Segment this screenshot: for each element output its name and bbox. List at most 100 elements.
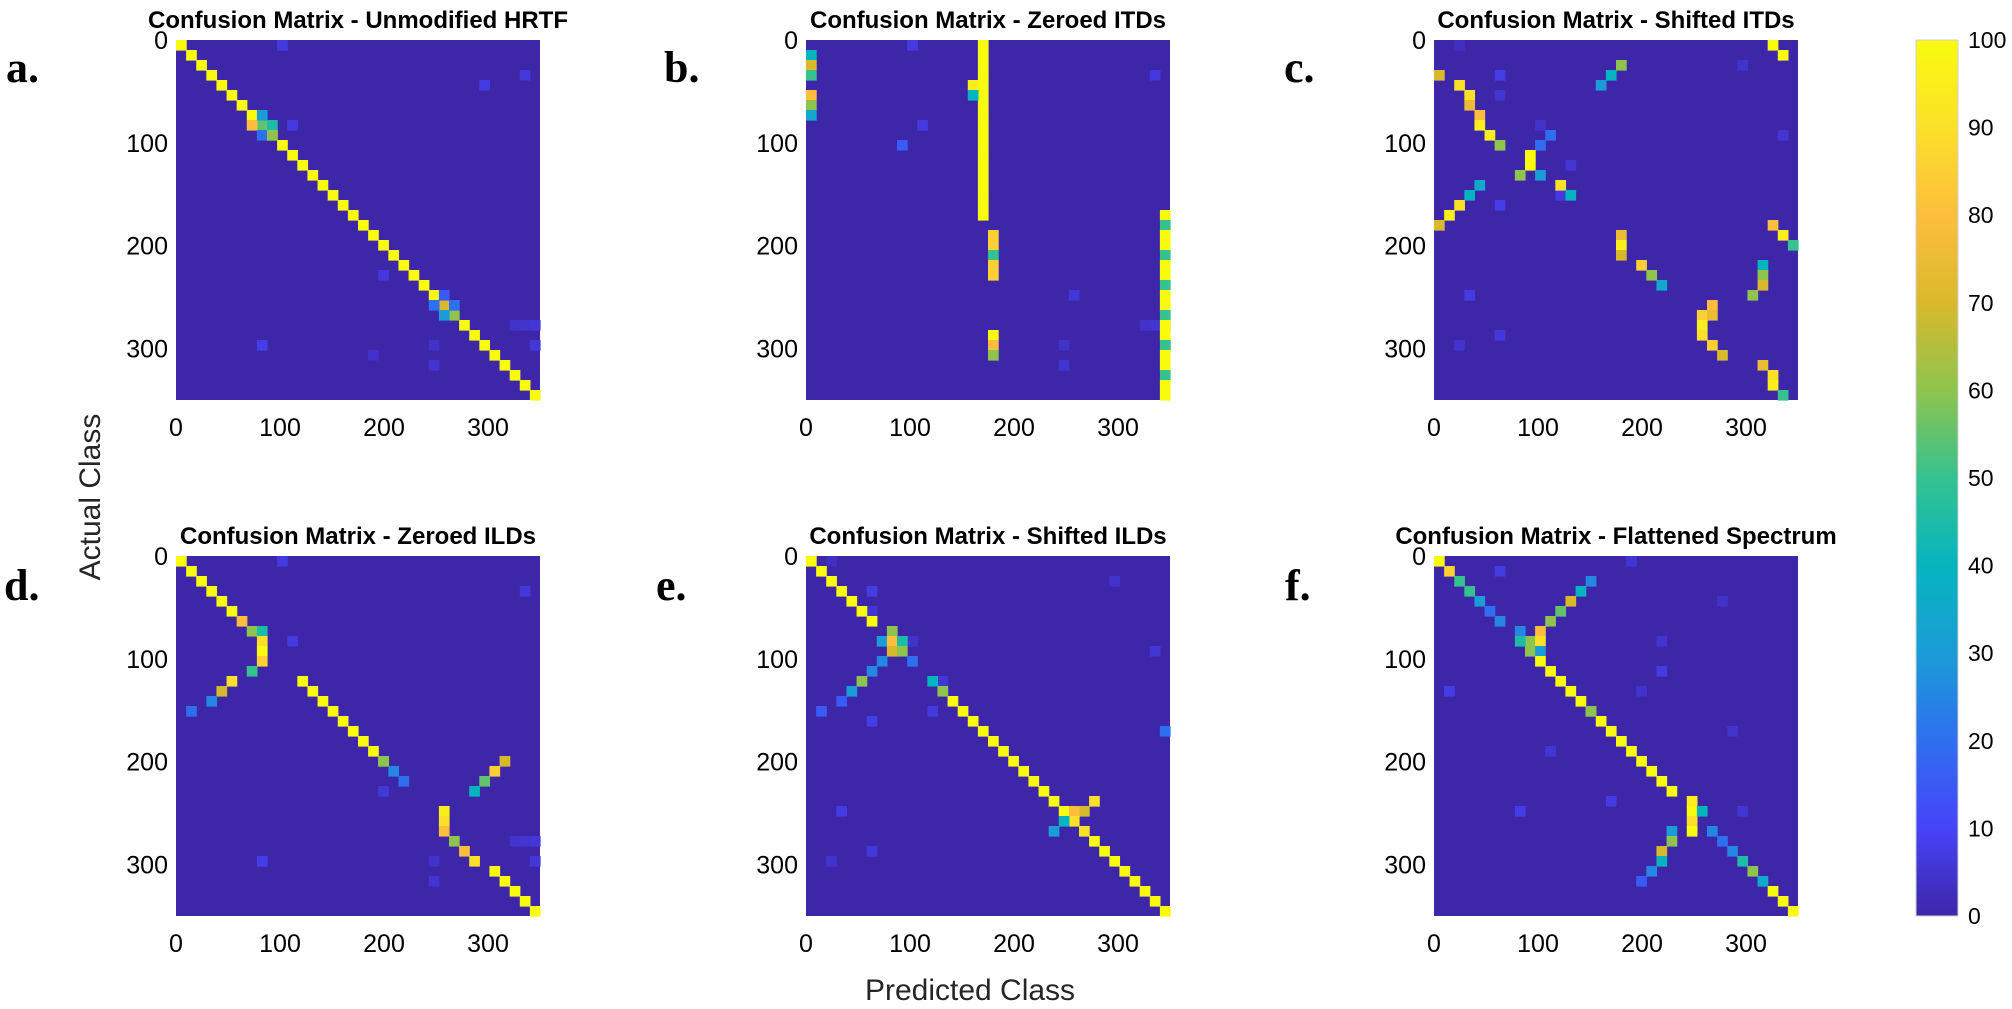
y-tick-label: 300 [756, 852, 798, 880]
heatmap-cell [1575, 586, 1587, 597]
heatmap-cell [1149, 70, 1161, 81]
heatmap-cell [1454, 80, 1465, 91]
colorbar-tick-label: 20 [1968, 728, 1994, 754]
heatmap-cell [1514, 626, 1526, 637]
heatmap-cell [1636, 260, 1647, 271]
heatmap-cell [1058, 806, 1070, 817]
heatmap-cell [1737, 60, 1749, 71]
x-tick-label: 200 [363, 930, 405, 958]
heatmap-cell [1525, 646, 1536, 657]
heatmap-cell [216, 80, 228, 91]
heatmap-cell [1686, 806, 1698, 817]
heatmap-cell [1129, 876, 1141, 887]
heatmap-cell [1514, 170, 1526, 181]
heatmap-cell [977, 110, 989, 121]
heatmap-cell [977, 140, 989, 151]
heatmap-cell [866, 846, 878, 857]
heatmap-cell [1787, 906, 1799, 917]
heatmap-cell [1636, 756, 1647, 767]
heatmap-cell [216, 686, 228, 697]
heatmap-cell [1656, 280, 1668, 291]
heatmap-cell [1777, 230, 1789, 241]
heatmap-cell [907, 636, 918, 647]
heatmap-cell [438, 816, 450, 827]
heatmap-cell [509, 836, 521, 847]
y-tick-label: 200 [126, 233, 168, 261]
heatmap-cell [1696, 330, 1708, 341]
heatmap-cell [1646, 766, 1658, 777]
heatmap-cell [977, 160, 989, 171]
heatmap-cell [1636, 686, 1647, 697]
heatmap-cell [1525, 150, 1536, 161]
heatmap-cell [1464, 90, 1476, 101]
heatmap-cell [246, 110, 258, 121]
heatmap-cell [246, 626, 258, 637]
heatmap-cell [509, 886, 521, 897]
heatmap-cell [246, 120, 258, 131]
heatmap-cell [1757, 280, 1769, 291]
heatmap-cell [509, 320, 521, 331]
heatmap-cell [216, 596, 228, 607]
heatmap-cell [1747, 290, 1759, 301]
heatmap-cell [1159, 340, 1171, 351]
heatmap-cell [947, 696, 959, 707]
heatmap-cell [277, 40, 288, 51]
heatmap-cell [368, 230, 379, 241]
y-tick-label: 0 [1412, 27, 1426, 55]
heatmap-cell [499, 756, 511, 767]
y-tick-label: 300 [126, 852, 168, 880]
panel-title: Confusion Matrix - Shifted ILDs [809, 523, 1166, 550]
heatmap-cell [1575, 696, 1587, 707]
heatmap-cell [519, 70, 531, 81]
heatmap-cell [1585, 576, 1597, 587]
colorbar-gradient [1915, 39, 1959, 917]
heatmap-cell [428, 876, 440, 887]
heatmap-cell [469, 330, 480, 341]
y-tick-label: 0 [784, 543, 798, 571]
heatmap-cell [988, 230, 999, 241]
heatmap-cell [206, 586, 218, 597]
heatmap-cell [186, 706, 197, 717]
heatmap-cell [977, 80, 989, 91]
colorbar-tick-label: 100 [1968, 27, 2006, 53]
heatmap-cell [347, 210, 359, 221]
heatmap-cell [876, 636, 888, 647]
heatmap-cell [449, 836, 460, 847]
heatmap-cell [226, 676, 238, 687]
heatmap-cell [1149, 896, 1161, 907]
heatmap-cell [479, 80, 491, 91]
heatmap-cell [428, 290, 440, 301]
heatmap-cell [378, 270, 389, 281]
panel-title: Confusion Matrix - Zeroed ITDs [810, 7, 1166, 34]
colorbar-tick-label: 90 [1968, 115, 1994, 141]
heatmap-cell [897, 646, 908, 657]
heatmap-cell [1616, 250, 1627, 261]
heatmap-cell [428, 360, 440, 371]
heatmap-cell [1474, 120, 1486, 131]
x-tick-label: 0 [169, 414, 183, 442]
heatmap-cell [196, 60, 207, 71]
heatmap-cell [1494, 200, 1506, 211]
heatmap-cell [988, 240, 999, 251]
heatmap-cell [529, 836, 541, 847]
heatmap-cell [1686, 796, 1698, 807]
heatmap-cell [1535, 140, 1546, 151]
heatmap-cell [988, 736, 999, 747]
heatmap-cell [459, 846, 470, 857]
y-tick-label: 300 [126, 336, 168, 364]
y-tick-label: 200 [1384, 749, 1426, 777]
heatmap-cell [1079, 826, 1090, 837]
heatmap-cell [1666, 786, 1678, 797]
heatmap-cell [1139, 886, 1151, 897]
heatmap-cell [1656, 666, 1668, 677]
panel-c: Confusion Matrix - Shifted ITDs c. 0 100 200… [1284, 7, 1799, 442]
heatmap-cell [267, 130, 278, 141]
heatmap-cell [1119, 866, 1131, 877]
y-tick-label: 100 [1384, 130, 1426, 158]
heatmap-cell [1565, 190, 1577, 201]
y-tick-label: 300 [1384, 852, 1426, 880]
heatmap-cell [418, 280, 430, 291]
heatmap-cell [519, 320, 531, 331]
panel-e: Confusion Matrix - Shifted ILDs e. 0 100 200… [656, 523, 1171, 958]
heatmap-cell [1444, 210, 1455, 221]
